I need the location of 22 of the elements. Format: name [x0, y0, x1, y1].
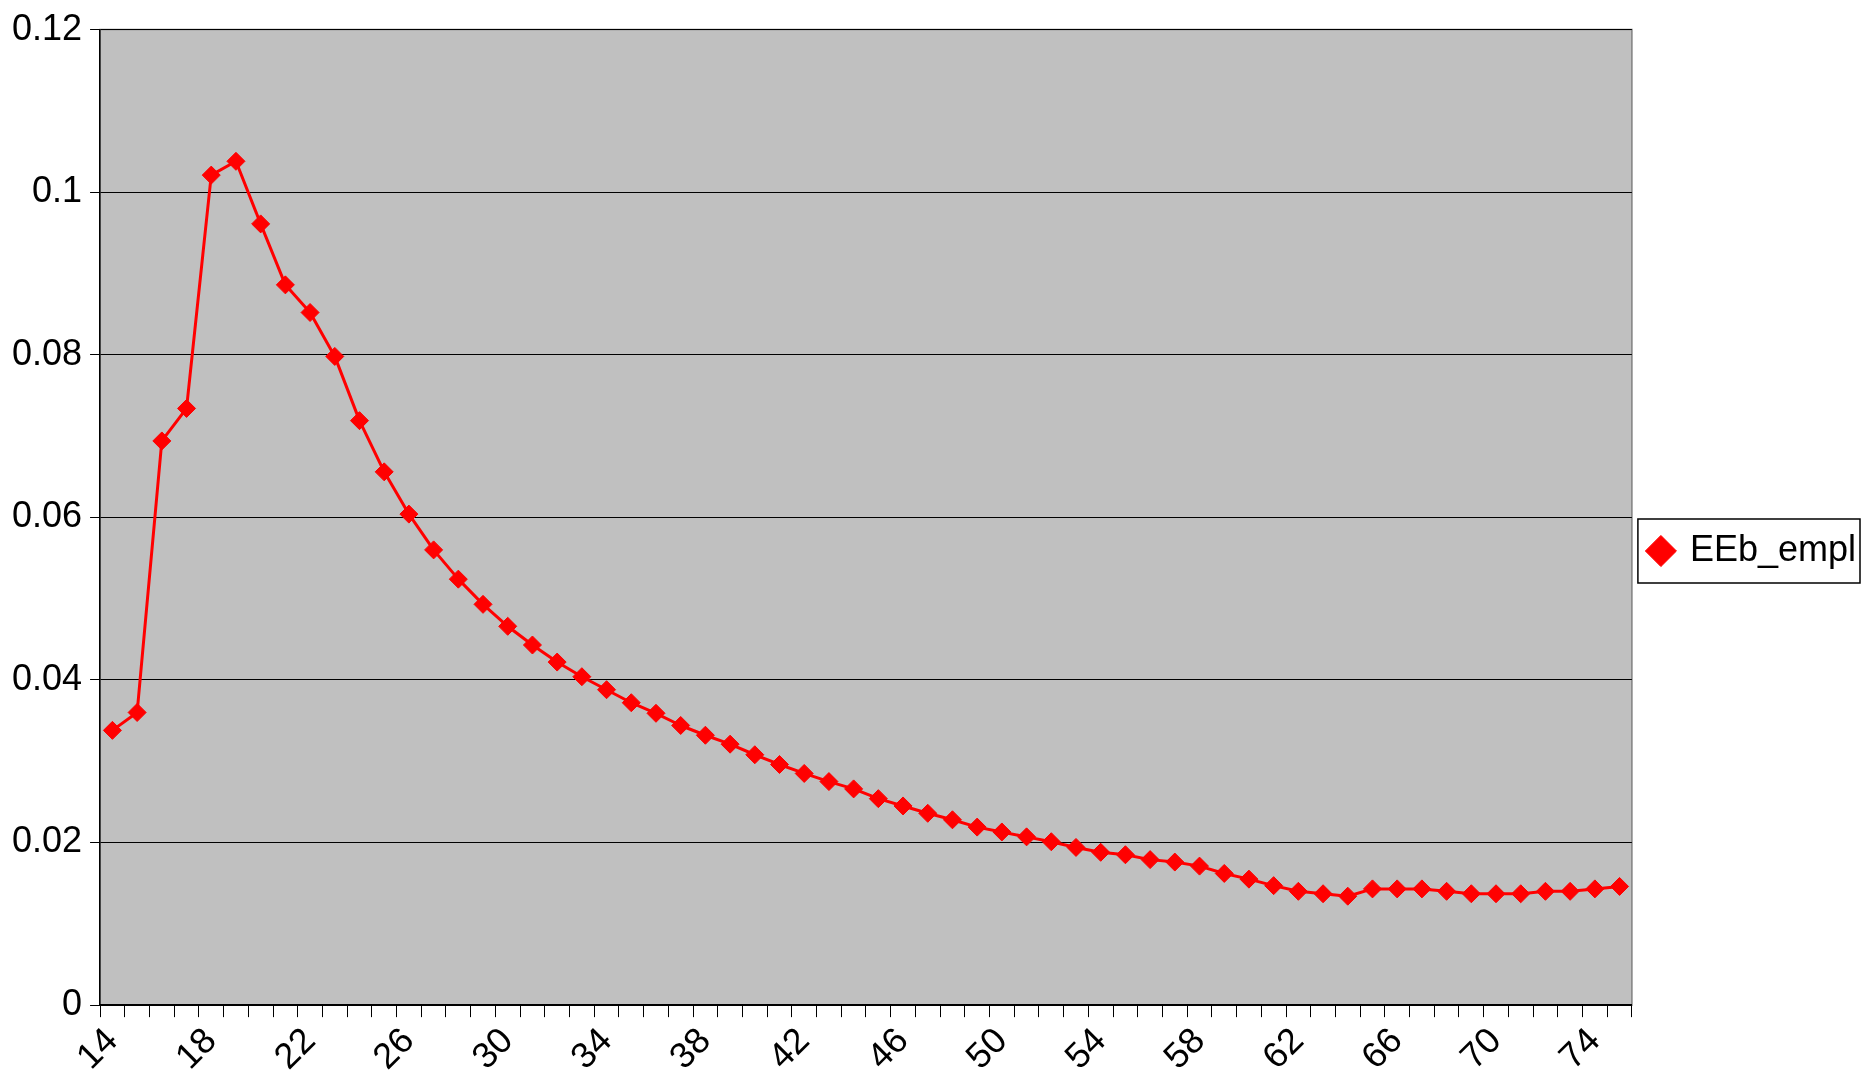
x-tick-label: 34: [561, 1019, 620, 1077]
y-tick-label: 0.02: [11, 819, 83, 861]
legend-label: EEb_empl: [1689, 527, 1857, 569]
x-tick-label: 38: [660, 1019, 719, 1077]
x-tick-label: 50: [957, 1019, 1015, 1077]
y-tick-label: 0.04: [11, 656, 83, 698]
y-tick-label: 0.1: [32, 169, 83, 211]
y-tick-label: 0.12: [11, 6, 83, 48]
x-tick-label: 58: [1154, 1019, 1213, 1077]
x-tick-label: 46: [858, 1019, 916, 1077]
x-tick-label: 54: [1056, 1019, 1114, 1077]
x-tick-label: 74: [1550, 1019, 1608, 1077]
y-tick-label: 0.08: [11, 331, 83, 373]
x-tick-label: 30: [463, 1019, 521, 1077]
x-tick-label: 42: [759, 1019, 817, 1077]
x-tick-label: 70: [1451, 1019, 1509, 1077]
x-tick-label: 66: [1352, 1019, 1410, 1077]
y-tick-label: 0.06: [11, 494, 83, 536]
x-tick-label: 22: [265, 1019, 323, 1077]
x-tick-label: 26: [364, 1019, 422, 1077]
x-tick-label: 62: [1253, 1019, 1312, 1077]
x-tick-label: 18: [166, 1019, 224, 1077]
